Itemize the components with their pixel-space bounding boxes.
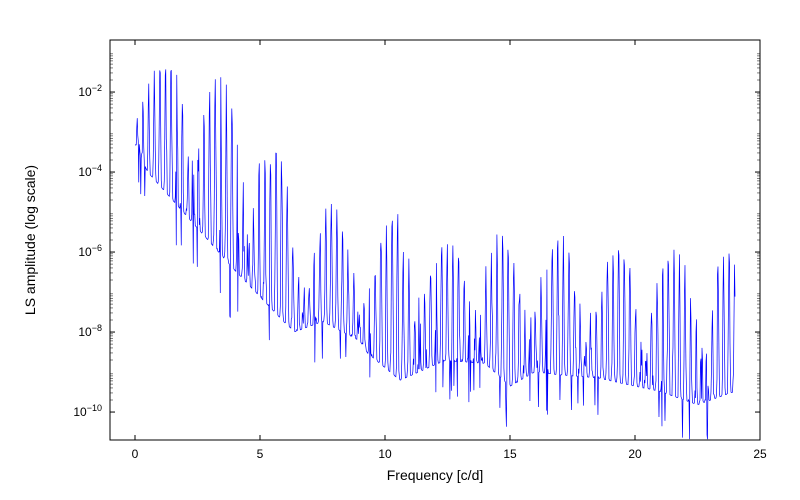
x-tick-label: 25 <box>753 447 767 461</box>
x-tick-label: 0 <box>132 447 139 461</box>
y-tick-label: 10−10 <box>73 403 102 419</box>
x-tick-label: 10 <box>378 447 392 461</box>
periodogram-figure: 0 5 10 15 20 25 10−10 10−8 10−6 10−4 10−2 Frequen… <box>0 0 800 500</box>
x-axis-label: Frequency [c/d] <box>387 467 484 483</box>
y-tick-label: 10−2 <box>78 83 102 99</box>
chart-svg: 0 5 10 15 20 25 10−10 10−8 10−6 10−4 10−2 Frequen… <box>0 0 800 500</box>
x-tick-label: 5 <box>257 447 264 461</box>
y-tick-label: 10−4 <box>78 163 102 179</box>
x-tick-label: 15 <box>503 447 517 461</box>
y-tick-label: 10−8 <box>78 323 102 339</box>
y-axis-label: LS amplitude (log scale) <box>22 165 38 315</box>
plot-background <box>110 40 760 440</box>
y-tick-label: 10−6 <box>78 243 102 259</box>
x-tick-label: 20 <box>628 447 642 461</box>
